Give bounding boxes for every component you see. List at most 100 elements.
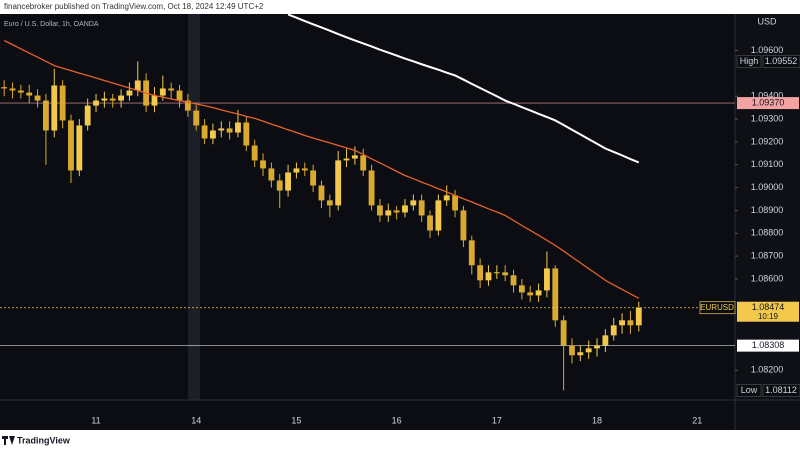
x-tick-label: 11 [91, 415, 100, 425]
candle-body [502, 272, 509, 276]
candle-body [226, 128, 233, 133]
candle-body [293, 168, 300, 173]
candle-body [285, 172, 291, 191]
candle-body [368, 170, 375, 206]
candle-body [610, 325, 617, 336]
high-value: 1.09552 [765, 56, 798, 66]
candle-body [510, 275, 517, 286]
publish-note: financebroker published on TradingView.c… [4, 2, 264, 11]
low-tag: Low [741, 385, 758, 395]
candle-body [318, 185, 325, 201]
currency: USD [757, 16, 777, 26]
candle-body [276, 180, 283, 191]
countdown: 10:19 [758, 312, 779, 321]
x-tick-label: 16 [392, 415, 402, 425]
candle-body [101, 98, 108, 101]
candle-body [493, 272, 500, 274]
x-tick-label: 18 [592, 415, 602, 425]
candle-body [527, 292, 534, 296]
candle-body [485, 272, 492, 281]
candle-body [118, 95, 124, 101]
candle-body [26, 92, 33, 96]
candle-body [435, 200, 442, 231]
price-label: 1.08308 [752, 340, 785, 350]
y-tick-label: 1.09400 [751, 91, 784, 101]
y-tick-label: 1.09200 [751, 136, 784, 146]
candle-body [251, 145, 258, 161]
footer-bar [0, 430, 800, 450]
candle-body [351, 155, 358, 159]
candle-body [443, 195, 450, 201]
symbol-label: EURUSD [700, 303, 734, 312]
high-tag-box [736, 55, 762, 68]
low-tag-box [736, 384, 762, 397]
low-value: 1.08112 [765, 385, 797, 395]
candle-body [310, 170, 317, 186]
candle-body [410, 200, 417, 206]
last-price: 1.08474 [752, 302, 785, 312]
candle-body [84, 105, 91, 126]
y-tick-label: 1.09600 [751, 45, 784, 55]
candle-body [93, 100, 99, 106]
candle-body [176, 90, 183, 101]
candle-body [159, 88, 166, 96]
candle-body [594, 345, 600, 349]
y-tick-label: 1.08600 [751, 273, 784, 283]
candle-body [235, 122, 241, 133]
last-price-box [737, 301, 799, 322]
candle-body [402, 205, 408, 213]
candle-body [343, 158, 350, 161]
candle-body [635, 307, 642, 326]
candle-body [460, 210, 467, 241]
footer-brand: TradingView [17, 435, 71, 445]
candle-body [452, 195, 458, 211]
y-tick-label: 1.08700 [751, 250, 784, 260]
x-tick-label: 21 [692, 415, 702, 425]
candle-body [184, 100, 191, 111]
candle-body [34, 95, 41, 101]
y-tick-label: 1.09000 [751, 182, 784, 192]
candle-body [377, 205, 383, 216]
y-tick-label: 1.08200 [751, 365, 784, 375]
y-tick-label: 1.09300 [751, 113, 784, 123]
high-value-box [762, 55, 800, 68]
candle-body [243, 122, 250, 146]
candle-body [68, 120, 74, 171]
candle-body [619, 320, 625, 326]
price-axis [735, 14, 800, 430]
candle-body [577, 352, 584, 356]
candle-body [569, 345, 575, 356]
candle-body [218, 128, 225, 131]
candle-body [76, 125, 83, 171]
candle-body [385, 210, 392, 216]
legend-title: Euro / U.S. Dollar, 1h, OANDA [4, 21, 99, 28]
candle-body [201, 125, 208, 139]
candle-body [260, 160, 266, 169]
candle-body [193, 110, 200, 126]
candle-body [602, 335, 609, 346]
low-value-box [762, 384, 800, 397]
price-label-box [737, 339, 799, 352]
candle-body [326, 200, 333, 206]
candle-body [468, 240, 475, 266]
price-label: 1.09370 [752, 97, 785, 107]
candle-body [268, 168, 275, 181]
x-tick-label: 17 [492, 415, 502, 425]
moving-average [3, 39, 640, 299]
candle-body [518, 285, 525, 293]
candle-body [418, 200, 425, 216]
plot [0, 14, 735, 391]
candle-body [210, 130, 216, 139]
candle-body [1, 87, 8, 89]
candle-body [544, 268, 550, 291]
candle-body [335, 160, 342, 206]
candle-body [109, 98, 116, 101]
candle-body [151, 95, 158, 106]
candle-body [168, 88, 175, 91]
candle-body [627, 320, 634, 326]
candle-body [535, 290, 542, 296]
header-bar [0, 0, 800, 14]
candle-body [360, 155, 367, 171]
